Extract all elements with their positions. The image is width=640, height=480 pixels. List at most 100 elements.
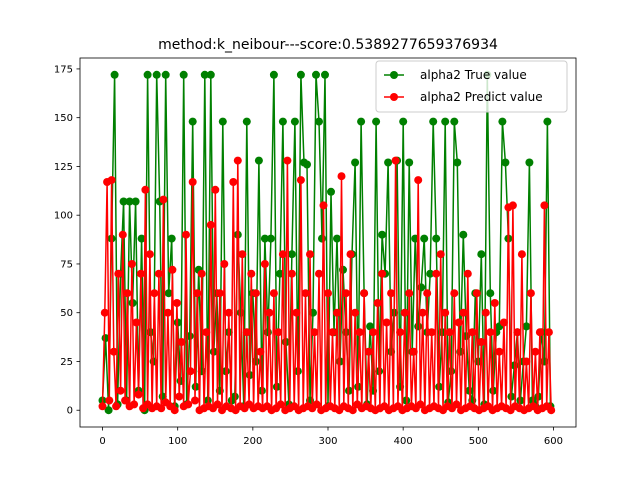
data-point xyxy=(266,234,275,243)
data-point xyxy=(260,234,269,243)
data-point xyxy=(522,322,531,331)
data-point xyxy=(495,347,504,356)
y-tick-label: 25 xyxy=(60,357,73,368)
data-point xyxy=(472,289,481,298)
data-point xyxy=(303,160,311,169)
data-point xyxy=(197,269,206,278)
series-1 xyxy=(98,156,556,415)
data-point xyxy=(357,117,366,126)
data-point xyxy=(211,185,220,194)
data-point xyxy=(269,70,278,79)
x-tick-label: 500 xyxy=(469,436,488,447)
data-point xyxy=(373,299,382,307)
data-point xyxy=(274,328,283,337)
data-point xyxy=(468,328,477,337)
data-point xyxy=(137,234,146,243)
data-point xyxy=(312,400,321,409)
y-tick-label: 50 xyxy=(60,308,73,319)
data-point xyxy=(312,70,320,79)
data-point xyxy=(486,289,495,298)
data-point xyxy=(125,197,134,206)
data-point xyxy=(123,289,132,298)
data-point xyxy=(131,197,140,206)
data-point xyxy=(167,234,176,243)
data-point xyxy=(382,318,391,327)
data-point xyxy=(188,117,197,126)
data-point xyxy=(416,400,425,409)
data-point xyxy=(423,289,432,298)
data-point xyxy=(319,201,328,210)
y-tick-label: 175 xyxy=(54,64,73,75)
data-point xyxy=(348,406,357,415)
data-point xyxy=(499,318,508,327)
data-point xyxy=(127,260,136,268)
data-point xyxy=(132,318,141,327)
legend-marker-predict xyxy=(390,93,398,101)
x-tick-label: 300 xyxy=(318,436,337,447)
data-point xyxy=(454,318,463,327)
data-point xyxy=(278,250,287,259)
data-point xyxy=(238,250,247,259)
data-point xyxy=(399,117,408,126)
data-point xyxy=(543,117,552,126)
data-point xyxy=(150,289,159,298)
data-point xyxy=(547,406,556,415)
y-tick-label: 150 xyxy=(54,113,73,124)
data-point xyxy=(269,289,278,298)
data-point xyxy=(409,347,418,356)
data-point xyxy=(432,269,441,278)
x-tick-label: 600 xyxy=(544,436,563,447)
data-point xyxy=(263,328,272,337)
data-point xyxy=(342,328,350,337)
data-point xyxy=(387,289,396,298)
data-point xyxy=(177,338,186,346)
data-point xyxy=(426,269,435,278)
y-tick-label: 125 xyxy=(54,162,73,173)
data-point xyxy=(337,172,346,181)
data-point xyxy=(287,269,296,278)
data-point xyxy=(265,308,274,317)
data-point xyxy=(134,390,143,399)
data-point xyxy=(184,400,193,409)
legend-box xyxy=(375,60,568,113)
data-point xyxy=(315,269,323,278)
data-point xyxy=(445,328,454,337)
data-point xyxy=(175,392,184,401)
data-point xyxy=(154,269,163,278)
y-tick-label: 75 xyxy=(60,259,73,270)
data-point xyxy=(441,117,450,126)
legend: alpha2 True value alpha2 Predict value xyxy=(375,60,568,113)
data-point xyxy=(159,195,168,204)
data-point xyxy=(384,158,393,167)
data-point xyxy=(453,158,462,167)
data-point xyxy=(98,402,107,411)
axes-layer: 0 100 200 300 400 500 600 0 25 50 75 100 125 150 175 xyxy=(54,57,577,447)
data-point xyxy=(233,156,242,165)
data-point xyxy=(427,328,436,337)
data-point xyxy=(378,269,387,278)
data-point xyxy=(351,308,360,317)
data-point xyxy=(200,70,209,79)
data-point xyxy=(296,70,305,79)
data-point xyxy=(328,328,337,337)
data-point xyxy=(215,289,224,298)
data-point xyxy=(310,328,319,337)
data-point xyxy=(276,400,285,409)
data-point xyxy=(333,234,341,243)
series-layer xyxy=(98,70,556,415)
data-point xyxy=(254,156,263,165)
data-point xyxy=(486,328,495,337)
y-tick-label: 0 xyxy=(67,406,73,417)
data-point xyxy=(161,70,170,79)
data-point xyxy=(450,289,459,298)
y-tick-label: 100 xyxy=(54,211,73,222)
x-tick-label: 0 xyxy=(99,436,105,447)
data-point xyxy=(517,250,526,259)
data-point xyxy=(346,250,355,259)
data-point xyxy=(229,178,238,186)
data-point xyxy=(301,289,310,298)
data-point xyxy=(213,400,222,409)
data-point xyxy=(498,117,507,126)
data-point xyxy=(477,338,486,346)
